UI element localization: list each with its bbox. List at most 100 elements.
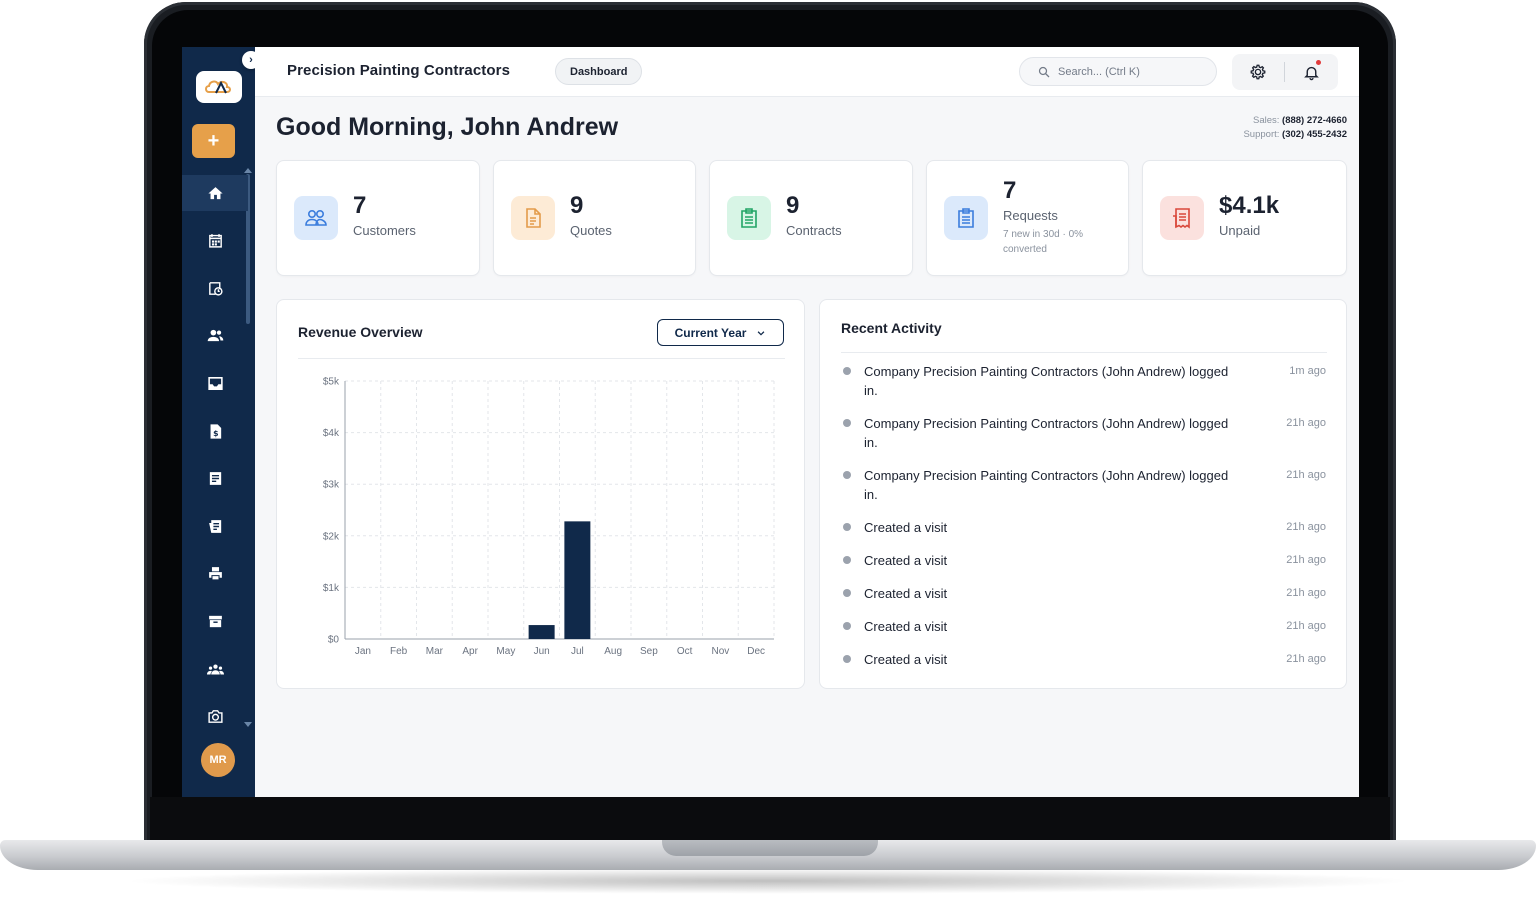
sales-phone[interactable]: (888) 272-4660	[1282, 115, 1347, 126]
settings-button[interactable]	[1232, 63, 1284, 81]
sidebar-item-schedule[interactable]	[182, 270, 248, 306]
stat-card-requests[interactable]: 7 Requests 7 new in 30d · 0% converted	[926, 160, 1129, 276]
sidebar-scroll-down[interactable]	[244, 722, 252, 727]
document-icon	[209, 472, 221, 485]
stat-value: 9	[786, 192, 800, 219]
y-tick-label: $4k	[323, 428, 340, 439]
search-input[interactable]: Search... (Ctrl K)	[1019, 57, 1217, 86]
x-tick-label: Mar	[426, 646, 444, 657]
stat-icon-box	[944, 196, 988, 240]
receipt-icon	[208, 519, 221, 533]
sidebar-item-printer[interactable]	[182, 556, 248, 592]
bar-jun	[528, 625, 555, 639]
activity-item[interactable]: Created a visit 21h ago	[840, 584, 1326, 603]
activity-item[interactable]: Created a visit 21h ago	[840, 518, 1326, 537]
add-new-button[interactable]: +	[192, 124, 235, 158]
team-icon	[206, 664, 224, 674]
sidebar: › + $ MR	[182, 47, 260, 797]
schedule-icon	[208, 281, 223, 296]
y-tick-label: $5k	[323, 377, 340, 388]
x-tick-label: Nov	[711, 646, 729, 657]
sidebar-item-calendar[interactable]	[182, 223, 248, 259]
period-select[interactable]: Current Year	[657, 319, 784, 346]
request-clipboard-icon	[958, 208, 974, 228]
laptop-notch	[662, 840, 878, 856]
notifications-button[interactable]	[1285, 59, 1337, 81]
revenue-divider	[298, 358, 785, 359]
stat-icon-box	[294, 196, 338, 240]
activity-text: Company Precision Painting Contractors (…	[864, 416, 1229, 450]
sidebar-item-inbox[interactable]	[182, 365, 248, 401]
activity-time: 21h ago	[1286, 587, 1326, 599]
stat-value: $4.1k	[1219, 192, 1280, 219]
activity-bullet	[843, 523, 851, 531]
sidebar-item-home[interactable]	[182, 175, 248, 211]
contract-clipboard-icon	[741, 208, 757, 228]
stat-label: Contracts	[786, 223, 842, 238]
sidebar-item-camera[interactable]	[182, 699, 248, 735]
activity-text: Created a visit	[864, 520, 948, 535]
revenue-panel: Revenue Overview Current Year $0 $1k $2k $3…	[276, 299, 805, 689]
app-logo[interactable]	[196, 71, 242, 103]
activity-item[interactable]: Created a visit 21h ago	[840, 650, 1326, 669]
sidebar-item-users[interactable]	[182, 318, 248, 354]
inbox-icon	[207, 376, 223, 390]
stat-subtext: 7 new in 30d · 0% converted	[1003, 229, 1084, 255]
revenue-title: Revenue Overview	[298, 324, 423, 340]
activity-bullet	[843, 367, 851, 375]
stat-label: Quotes	[570, 223, 612, 238]
activity-item[interactable]: Company Precision Painting Contractors (…	[840, 362, 1326, 400]
gear-icon	[1250, 64, 1266, 80]
calendar-icon	[208, 234, 222, 248]
activity-item[interactable]: Company Precision Painting Contractors (…	[840, 414, 1326, 452]
x-tick-label: Feb	[390, 646, 408, 657]
activity-text: Created a visit	[864, 553, 948, 568]
notification-dot	[1316, 59, 1321, 65]
stat-card-customers[interactable]: 7 Customers	[276, 160, 480, 276]
stat-label: Customers	[353, 223, 416, 238]
y-tick-label: $3k	[323, 480, 340, 491]
dashboard-badge[interactable]: Dashboard	[555, 58, 643, 85]
stat-card-contracts[interactable]: 9 Contracts	[709, 160, 913, 276]
activity-bullet	[843, 655, 851, 663]
search-placeholder: Search... (Ctrl K)	[1058, 65, 1140, 78]
x-tick-label: Apr	[462, 646, 478, 657]
quote-document-icon	[526, 208, 541, 228]
sidebar-item-team[interactable]	[182, 651, 248, 687]
header-separator	[1284, 62, 1285, 82]
chevron-down-icon	[758, 330, 765, 336]
sidebar-item-invoice-dollar[interactable]: $	[182, 413, 248, 449]
activity-text: Created a visit	[864, 619, 948, 634]
home-icon	[207, 186, 223, 199]
sidebar-item-archive[interactable]	[182, 603, 248, 639]
svg-text:$: $	[213, 428, 218, 437]
activity-bullet	[843, 556, 851, 564]
activity-time: 21h ago	[1286, 469, 1326, 481]
bar-jul	[564, 521, 591, 639]
support-phone[interactable]: (302) 455-2432	[1282, 129, 1347, 140]
activity-item[interactable]: Created a visit 21h ago	[840, 617, 1326, 636]
contact-info: Sales: (888) 272-4660 Support: (302) 455…	[1243, 114, 1347, 142]
archive-icon	[208, 615, 222, 628]
activity-list: Company Precision Painting Contractors (…	[840, 362, 1326, 683]
activity-bullet	[843, 419, 851, 427]
period-select-value: Current Year	[674, 325, 747, 340]
sidebar-scroll-up[interactable]	[244, 168, 252, 173]
activity-text: Created a visit	[864, 652, 948, 667]
x-tick-label: Oct	[677, 646, 693, 657]
stat-icon-box	[727, 196, 771, 240]
sidebar-item-receipt[interactable]	[182, 508, 248, 544]
stat-card-unpaid[interactable]: $4.1k Unpaid	[1142, 160, 1347, 276]
stat-card-quotes[interactable]: 9 Quotes	[493, 160, 696, 276]
app-screen: › + $ MR Precision Painting Contractors …	[182, 47, 1359, 797]
activity-item[interactable]: Created a visit 21h ago	[840, 551, 1326, 570]
stat-value: 7	[1003, 177, 1017, 204]
user-avatar[interactable]: MR	[201, 743, 235, 777]
stat-icon-box	[511, 196, 555, 240]
sidebar-item-document[interactable]	[182, 461, 248, 497]
activity-time: 21h ago	[1286, 554, 1326, 566]
x-tick-label: Sep	[640, 646, 658, 657]
sidebar-scrollbar[interactable]	[246, 174, 250, 324]
activity-item[interactable]: Company Precision Painting Contractors (…	[840, 466, 1326, 504]
activity-bullet	[843, 589, 851, 597]
